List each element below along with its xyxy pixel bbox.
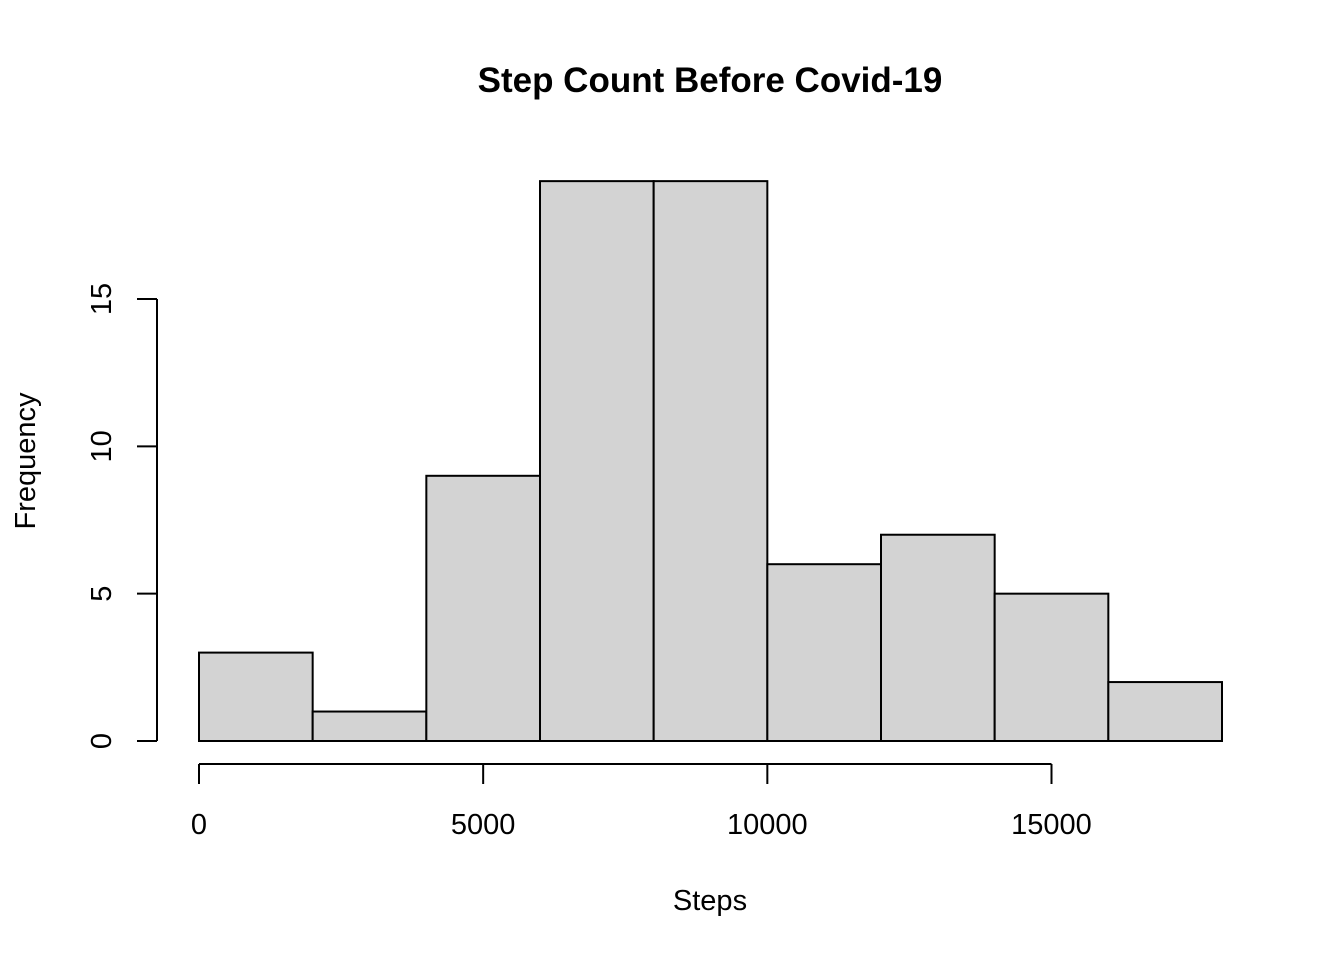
y-tick-label: 10 — [86, 430, 118, 462]
x-tick-label: 10000 — [727, 809, 808, 841]
y-tick-label: 5 — [86, 586, 118, 602]
y-axis: 0 5 10 15 — [86, 283, 158, 749]
bars-group — [198, 180, 1224, 743]
chart-title: Step Count Before Covid-19 — [478, 61, 943, 100]
y-tick-label: 15 — [86, 283, 118, 315]
histogram-bar-8 — [1107, 681, 1224, 742]
y-tick-label: 0 — [86, 733, 118, 749]
histogram-bar-6 — [880, 533, 996, 742]
histogram-bar-1 — [311, 710, 428, 742]
histogram-bar-0 — [198, 651, 314, 742]
histogram-bar-2 — [425, 474, 542, 742]
x-axis: 0 5000 10000 15000 — [191, 763, 1092, 841]
histogram-bar-4 — [652, 180, 769, 742]
x-tick-label: 15000 — [1011, 809, 1092, 841]
y-axis-label: Frequency — [10, 392, 42, 530]
x-tick-label: 5000 — [451, 809, 516, 841]
histogram-bar-5 — [766, 563, 882, 743]
histogram-bar-3 — [539, 180, 655, 742]
x-tick-label: 0 — [191, 809, 207, 841]
histogram-bar-7 — [993, 592, 1110, 743]
x-axis-label: Steps — [673, 885, 747, 917]
